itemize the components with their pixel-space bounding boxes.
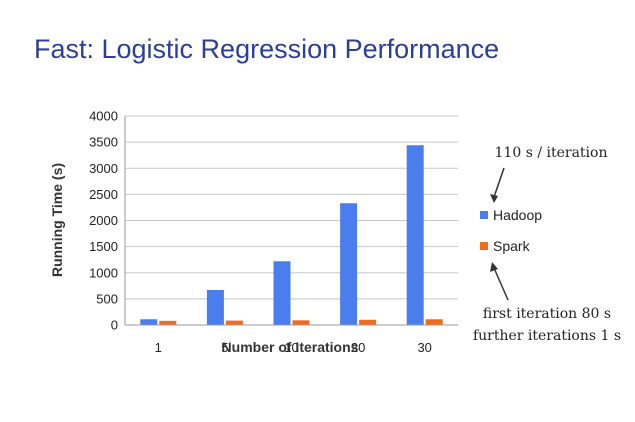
y-tick-label: 4000: [89, 109, 118, 124]
annotation-arrow-spark: [493, 267, 509, 301]
annotation-spark-first: first iteration 80 s: [483, 306, 611, 322]
bar-spark-1: [159, 320, 177, 325]
legend-swatch-hadoop: [480, 211, 488, 219]
gridlines: [125, 115, 458, 300]
legend-swatch-spark: [480, 242, 488, 250]
legend-label-spark: Spark: [493, 238, 531, 254]
bars: [140, 145, 443, 325]
y-tick-label: 1500: [89, 239, 118, 254]
bar-spark-30: [425, 319, 443, 325]
bar-hadoop-20: [340, 203, 358, 325]
bar-spark-20: [359, 319, 377, 325]
bar-hadoop-1: [140, 319, 158, 325]
annotation-hadoop-rate: 110 s / iteration: [495, 145, 608, 161]
y-tick-label: 1000: [89, 265, 118, 280]
bar-spark-5: [225, 320, 243, 325]
x-axis-ticks: 1 5 10 20 30: [155, 340, 432, 355]
y-tick-label: 500: [96, 291, 118, 306]
y-tick-label: 2000: [89, 213, 118, 228]
bar-hadoop-30: [406, 145, 424, 325]
x-tick-label: 10: [284, 340, 298, 355]
y-tick-label: 3500: [89, 135, 118, 150]
x-tick-label: 30: [417, 340, 431, 355]
x-tick-label: 20: [351, 340, 365, 355]
bar-spark-10: [292, 320, 310, 325]
annotation-arrowhead-hadoop: [490, 194, 498, 203]
bar-hadoop-5: [206, 289, 224, 325]
y-axis-ticks: 0 500 1000 1500 2000 2500 3000 3500 4000: [89, 109, 118, 333]
annotation-arrow-hadoop: [493, 167, 505, 198]
annotation-spark-further: further iterations 1 s: [473, 328, 621, 344]
legend: Hadoop Spark: [480, 207, 542, 254]
x-axis-label: Number of Iterations: [222, 339, 359, 355]
annotations: 110 s / iteration first iteration 80 s f…: [473, 145, 621, 344]
bar-hadoop-10: [273, 261, 291, 325]
x-tick-label: 1: [155, 340, 162, 355]
x-tick-label: 5: [221, 340, 228, 355]
annotation-arrowhead-spark: [490, 262, 498, 272]
y-tick-label: 0: [111, 318, 118, 333]
slide-title: Fast: Logistic Regression Performance: [34, 34, 500, 64]
y-axis-label: Running Time (s): [49, 163, 65, 277]
legend-label-hadoop: Hadoop: [493, 207, 542, 223]
y-tick-label: 3000: [89, 161, 118, 176]
y-tick-label: 2500: [89, 187, 118, 202]
